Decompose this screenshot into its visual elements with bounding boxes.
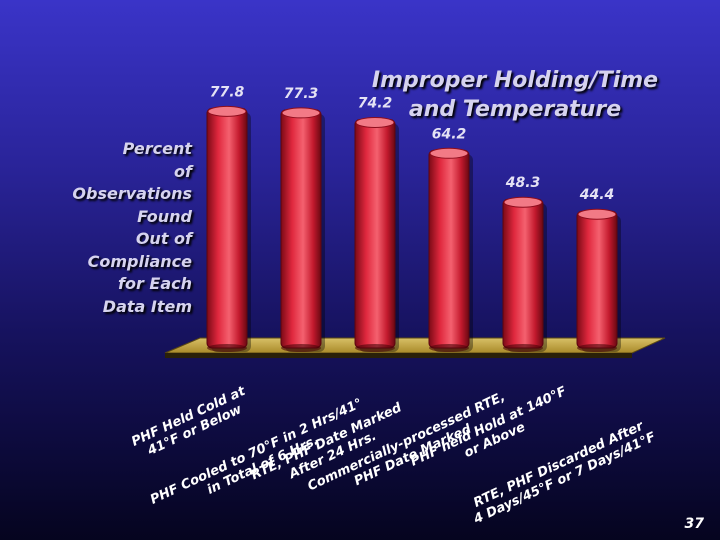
y-axis-label-line: of <box>174 161 192 181</box>
chart-title-line-1: Improper Holding/Time <box>371 68 659 93</box>
data-label: 64.2 <box>432 126 467 142</box>
data-label: 77.8 <box>210 84 245 100</box>
bar <box>280 107 325 352</box>
y-axis-label-line: Data Item <box>102 296 192 316</box>
data-label: 44.4 <box>579 187 615 203</box>
y-axis-label: Percent of Observations Found Out of Com… <box>60 138 192 318</box>
bar <box>576 208 621 352</box>
data-label: 48.3 <box>505 175 541 191</box>
y-axis-label-line: Percent <box>122 139 192 158</box>
bar <box>206 105 251 352</box>
y-axis-label-line: Out of <box>135 229 192 248</box>
chart-title-line-2: and Temperature <box>408 97 622 122</box>
bar <box>354 116 399 353</box>
y-axis-label-line: Compliance <box>87 251 192 271</box>
y-axis-label-line: for Each <box>117 274 192 293</box>
bar <box>428 147 473 352</box>
chart-title: Improper Holding/Time and Temperature <box>360 66 670 124</box>
y-axis-label-line: Found <box>137 206 192 226</box>
page-number: 37 <box>684 516 704 532</box>
category-label: PHF Held Cold at41°F or Below <box>129 384 254 464</box>
data-label: 74.2 <box>358 95 393 111</box>
bar <box>502 196 547 352</box>
data-label: 77.3 <box>284 86 319 102</box>
y-axis-label-line: Observations <box>72 184 192 203</box>
